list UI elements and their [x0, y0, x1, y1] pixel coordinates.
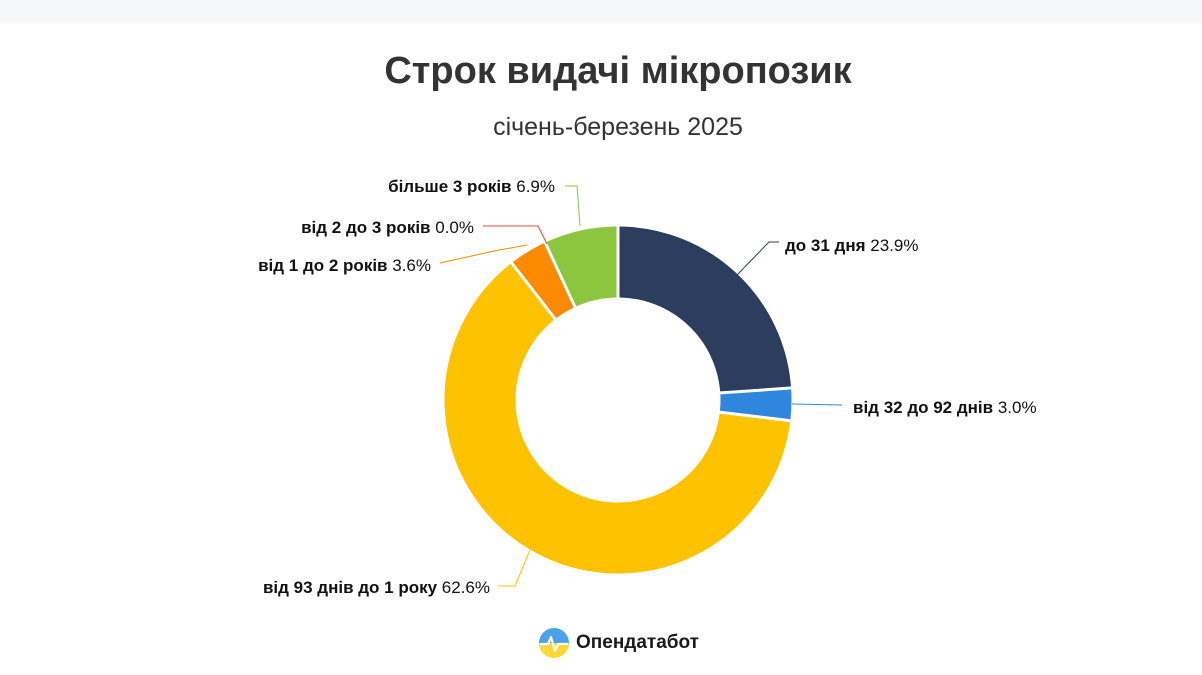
slice-більше-3-років-leader: [565, 185, 581, 227]
slice-від-32-до-92-днів-label: від 32 до 92 днів 3.0%: [853, 398, 1037, 417]
slice-більше-3-років: [546, 226, 617, 307]
top-bar: [0, 0, 1202, 23]
chart-subtitle: січень-березень 2025: [493, 113, 743, 141]
slice-до-31-дня-leader: [736, 241, 779, 276]
slice-від-2-до-3-років-leader: [483, 225, 548, 245]
brand-logo-icon: [539, 628, 569, 658]
slice-від-1-до-2-років-label: від 1 до 2 років 3.6%: [258, 256, 431, 275]
slice-від-1-до-2-років: [513, 243, 574, 318]
slice-від-2-до-3-років-label: від 2 до 3 років 0.0%: [301, 218, 474, 237]
chart-title: Строк видачі мікропозик: [384, 50, 852, 92]
slice-до-31-дня: [619, 226, 791, 392]
slice-від-93-днів-до-1-року-label: від 93 днів до 1 року 62.6%: [263, 578, 490, 597]
brand-name: Опендатабот: [576, 632, 699, 653]
slice-від-93-днів-до-1-року-leader: [498, 549, 531, 587]
slice-від-93-днів-до-1-року: [444, 264, 791, 574]
brand-footer: Опендатабот: [538, 627, 699, 659]
slice-від-32-до-92-днів-leader: [791, 403, 843, 406]
slice-від-32-до-92-днів: [719, 389, 792, 420]
slice-більше-3-років-label: більше 3 років 6.9%: [388, 177, 555, 196]
slice-до-31-дня-label: до 31 дня 23.9%: [785, 236, 918, 255]
slice-від-1-до-2-років-leader: [439, 244, 528, 264]
